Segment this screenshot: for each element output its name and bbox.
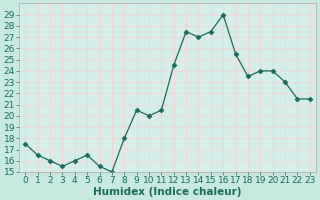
X-axis label: Humidex (Indice chaleur): Humidex (Indice chaleur): [93, 187, 242, 197]
